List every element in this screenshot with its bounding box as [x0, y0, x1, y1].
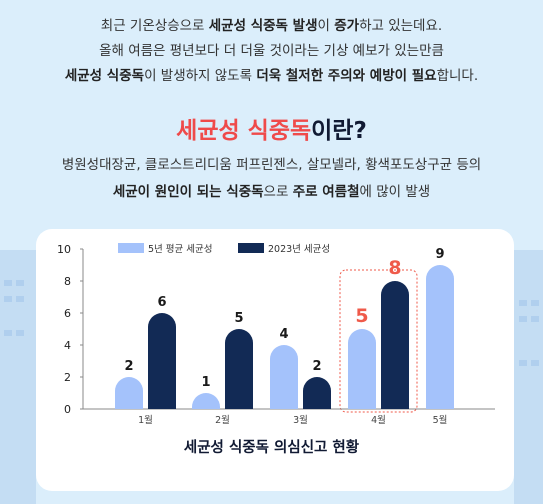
- bar-2023-2: [225, 329, 253, 409]
- bar-2023-1: [148, 313, 176, 409]
- bar-avg-3: [270, 345, 298, 409]
- intro-line-1: 최근 기온상승으로 세균성 식중독 발생이 증가하고 있는데요.: [100, 18, 443, 34]
- legend-swatch-2: [238, 243, 264, 253]
- data-label: 2: [124, 359, 133, 374]
- y-tick-label: 10: [57, 243, 71, 256]
- y-tick-label: 0: [64, 403, 71, 416]
- x-tick-label: 3월: [293, 414, 308, 426]
- legend-label-1: 5년 평균 세균성: [148, 244, 213, 255]
- data-label: 8: [388, 257, 401, 279]
- data-label: 1: [201, 375, 210, 390]
- section-heading: 세균성 식중독이란?: [176, 118, 367, 144]
- y-tick-label: 4: [64, 339, 71, 352]
- definition-line-2: 세균이 원인이 되는 식중독으로 주로 여름철에 많이 발생: [112, 184, 431, 200]
- definition-line-1: 병원성대장균, 클로스트리디움 퍼프린젠스, 살모넬라, 황색포도상구균 등의: [61, 157, 482, 173]
- definition-text: 병원성대장균, 클로스트리디움 퍼프린젠스, 살모넬라, 황색포도상구균 등의 …: [0, 152, 543, 206]
- highlight-box: [339, 269, 418, 413]
- y-tick-label: 8: [64, 275, 71, 288]
- x-tick-label: 4월: [371, 414, 386, 426]
- bar-avg-1: [115, 377, 143, 409]
- data-label: 5: [355, 305, 368, 327]
- legend-label-2: 2023년 세균성: [268, 244, 330, 255]
- x-tick-label: 2월: [215, 414, 230, 426]
- legend-swatch-1: [118, 243, 144, 253]
- x-tick-label: 5월: [433, 414, 448, 426]
- chart-title: 세균성 식중독 의심신고 현황: [183, 440, 360, 456]
- intro-line-2: 올해 여름은 평년보다 더 더울 것이라는 기상 예보가 있는만큼: [99, 43, 444, 59]
- intro-text: 최근 기온상승으로 세균성 식중독 발생이 증가하고 있는데요. 올해 여름은 …: [0, 14, 543, 89]
- y-tick-label: 2: [64, 371, 71, 384]
- data-label: 9: [435, 247, 444, 262]
- data-label: 4: [279, 327, 288, 342]
- data-label: 2: [312, 359, 321, 374]
- bar-2023-3: [303, 377, 331, 409]
- bar-2023-4: [381, 281, 409, 409]
- intro-line-3: 세균성 식중독이 발생하지 않도록 더욱 철저한 주의와 예방이 필요합니다.: [64, 68, 479, 84]
- bar-avg-2: [192, 393, 220, 409]
- x-tick-label: 1월: [138, 414, 153, 426]
- data-label: 5: [234, 311, 243, 326]
- y-tick-label: 6: [64, 307, 71, 320]
- bar-avg-5: [426, 265, 454, 409]
- bar-avg-4: [348, 329, 376, 409]
- data-label: 6: [157, 295, 166, 310]
